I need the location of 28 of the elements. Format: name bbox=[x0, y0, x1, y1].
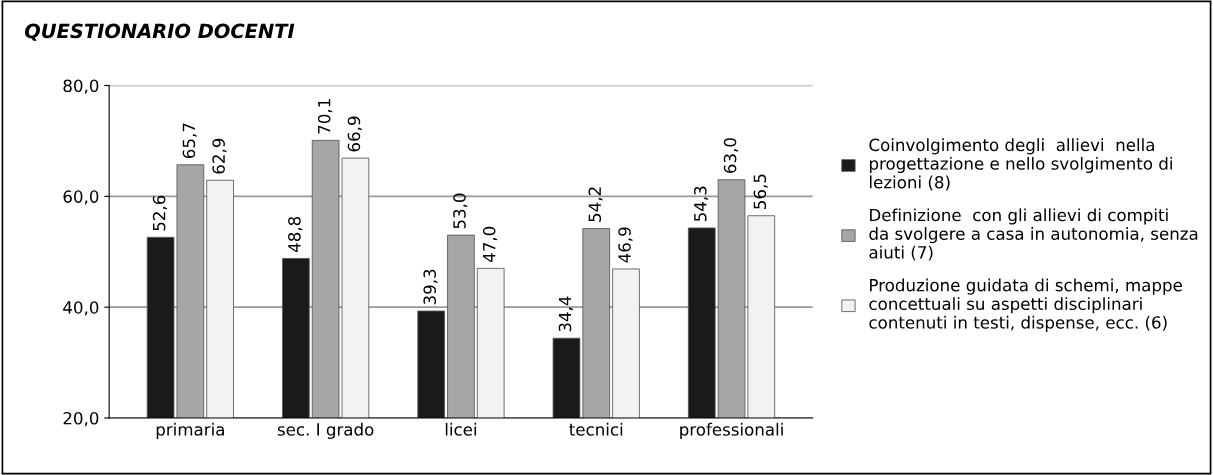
data-label: 65,7 bbox=[182, 123, 197, 159]
data-label: 52,6 bbox=[152, 195, 168, 231]
data-label: 62,9 bbox=[212, 138, 227, 174]
data-label: 34,4 bbox=[558, 296, 574, 332]
x-tick-label: sec. I grado bbox=[277, 422, 374, 439]
data-label: 63,0 bbox=[723, 138, 739, 173]
data-label: 48,8 bbox=[288, 216, 303, 253]
legend-label: Produzione guidata di schemi, mappe concettuali su aspetti disciplinari contenuti in testi, dispense, ecc. (6) bbox=[869, 278, 1182, 332]
chart-title: QUESTIONARIO DOCENTI bbox=[24, 23, 295, 41]
y-tick-label: 80,0 bbox=[63, 79, 99, 94]
data-label: 46,9 bbox=[618, 227, 633, 263]
x-tick-label: tecnici bbox=[569, 422, 623, 436]
data-label: 53,0 bbox=[453, 193, 468, 229]
legend-label: Coinvolgimento degli allievi nella progettazione e nello svolgimento di lezioni (8) bbox=[869, 138, 1172, 191]
y-tick-label: 60,0 bbox=[63, 190, 99, 205]
data-label: 47,0 bbox=[482, 226, 498, 262]
legend-label: Definizione con gli allievi di compiti da svolgere a casa in autonomia, senza aiuti (7) bbox=[869, 208, 1198, 261]
x-tick-label: professionali bbox=[680, 422, 783, 439]
data-label: 54,2 bbox=[588, 187, 603, 222]
data-label: 66,9 bbox=[347, 116, 362, 152]
y-tick-label: 20,0 bbox=[63, 411, 99, 427]
x-tick-label: primaria bbox=[156, 422, 224, 439]
data-label: 70,1 bbox=[317, 99, 333, 134]
data-label: 54,3 bbox=[694, 186, 709, 222]
data-label: 39,3 bbox=[423, 269, 438, 305]
data-label: 56,5 bbox=[753, 174, 768, 209]
x-tick-label: licei bbox=[445, 422, 477, 436]
y-tick-label: 40,0 bbox=[63, 301, 99, 316]
